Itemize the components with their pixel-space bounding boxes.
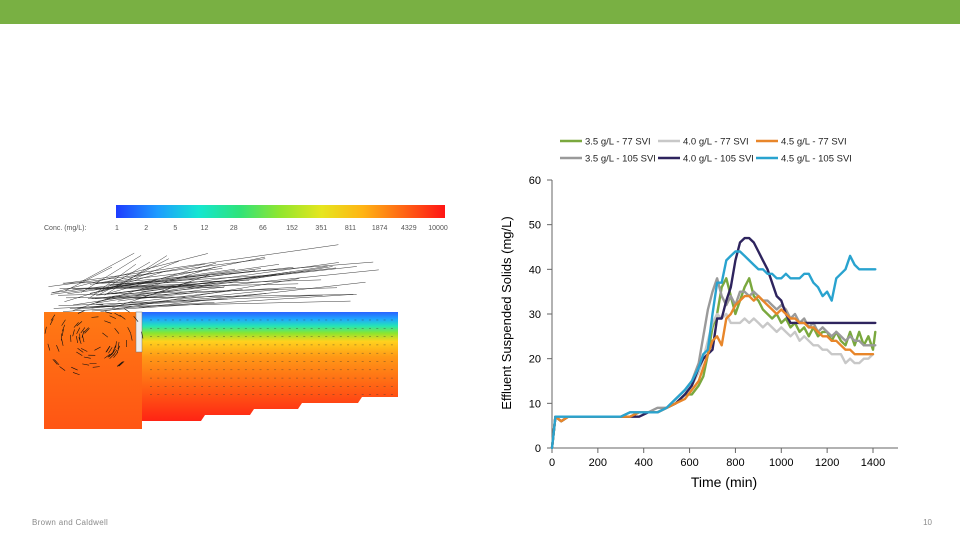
y-tick-label: 0 [535, 443, 541, 455]
inlet-zone [44, 312, 142, 429]
x-tick-label: 400 [635, 457, 653, 469]
colorbar-tick-label: 351 [315, 225, 327, 232]
colorbar-tick-label: 152 [286, 225, 298, 232]
x-tick-label: 200 [589, 457, 607, 469]
x-tick-label: 1000 [769, 457, 793, 469]
series-line-5 [550, 294, 875, 450]
x-tick-label: 0 [549, 457, 555, 469]
footer-page-number: 10 [923, 518, 932, 527]
y-tick-label: 10 [529, 398, 541, 410]
x-tick-label: 800 [726, 457, 744, 469]
flow-vectors [44, 244, 393, 395]
colorbar-label: Conc. (mg/L): [44, 225, 86, 232]
baffle [135, 311, 143, 353]
legend-label: 4.0 g/L - 105 SVI [683, 154, 754, 165]
y-tick-label: 50 [529, 220, 541, 232]
colorbar-tick-label: 10000 [428, 225, 448, 232]
legend-label: 3.5 g/L - 105 SVI [585, 154, 656, 165]
y-tick-label: 30 [529, 309, 541, 321]
x-tick-label: 1200 [815, 457, 839, 469]
colorbar [116, 205, 445, 218]
colorbar-tick-label: 1874 [372, 225, 388, 232]
plot-area [550, 236, 877, 450]
legend-label: 4.5 g/L - 77 SVI [781, 137, 847, 148]
y-tick-label: 20 [529, 354, 541, 366]
x-tick-label: 600 [680, 457, 698, 469]
colorbar-tick-label: 2 [144, 225, 148, 232]
colorbar-tick-label: 28 [230, 225, 238, 232]
colorbar-tick-label: 811 [345, 225, 356, 232]
chart-legend: 3.5 g/L - 77 SVI 4.0 g/L - 77 SVI 4.5 g/L … [560, 137, 852, 165]
colorbar-tick-label: 5 [173, 225, 177, 232]
colorbar-tick-label: 4329 [401, 225, 417, 232]
y-tick-label: 40 [529, 264, 541, 276]
y-tick-label: 60 [529, 175, 541, 187]
legend-label: 4.0 g/L - 77 SVI [683, 137, 749, 148]
series-line-6 [550, 250, 877, 450]
footer-company: Brown and Caldwell [32, 518, 109, 527]
y-axis-title: Effluent Suspended Solids (mg/L) [499, 216, 514, 409]
colorbar-tick-label: 66 [259, 225, 267, 232]
colorbar-tick-label: 1 [115, 225, 119, 232]
cfd-simulation-image: Conc. (mg/L): 1 2 5 12 28 66 152 351 811 1874 4329… [44, 205, 448, 429]
cfd-figure: Conc. (mg/L): 1 2 5 12 28 66 152 351 811 1874 4329… [40, 200, 460, 435]
colorbar-tick-label: 12 [201, 225, 209, 232]
ess-line-chart: 3.5 g/L - 77 SVI 4.0 g/L - 77 SVI 4.5 g/L … [499, 137, 898, 490]
x-tick-label: 1400 [861, 457, 885, 469]
legend-label: 4.5 g/L - 105 SVI [781, 154, 852, 165]
legend-label: 3.5 g/L - 77 SVI [585, 137, 651, 148]
top-accent-band [0, 0, 960, 24]
x-axis-title: Time (min) [691, 474, 757, 490]
